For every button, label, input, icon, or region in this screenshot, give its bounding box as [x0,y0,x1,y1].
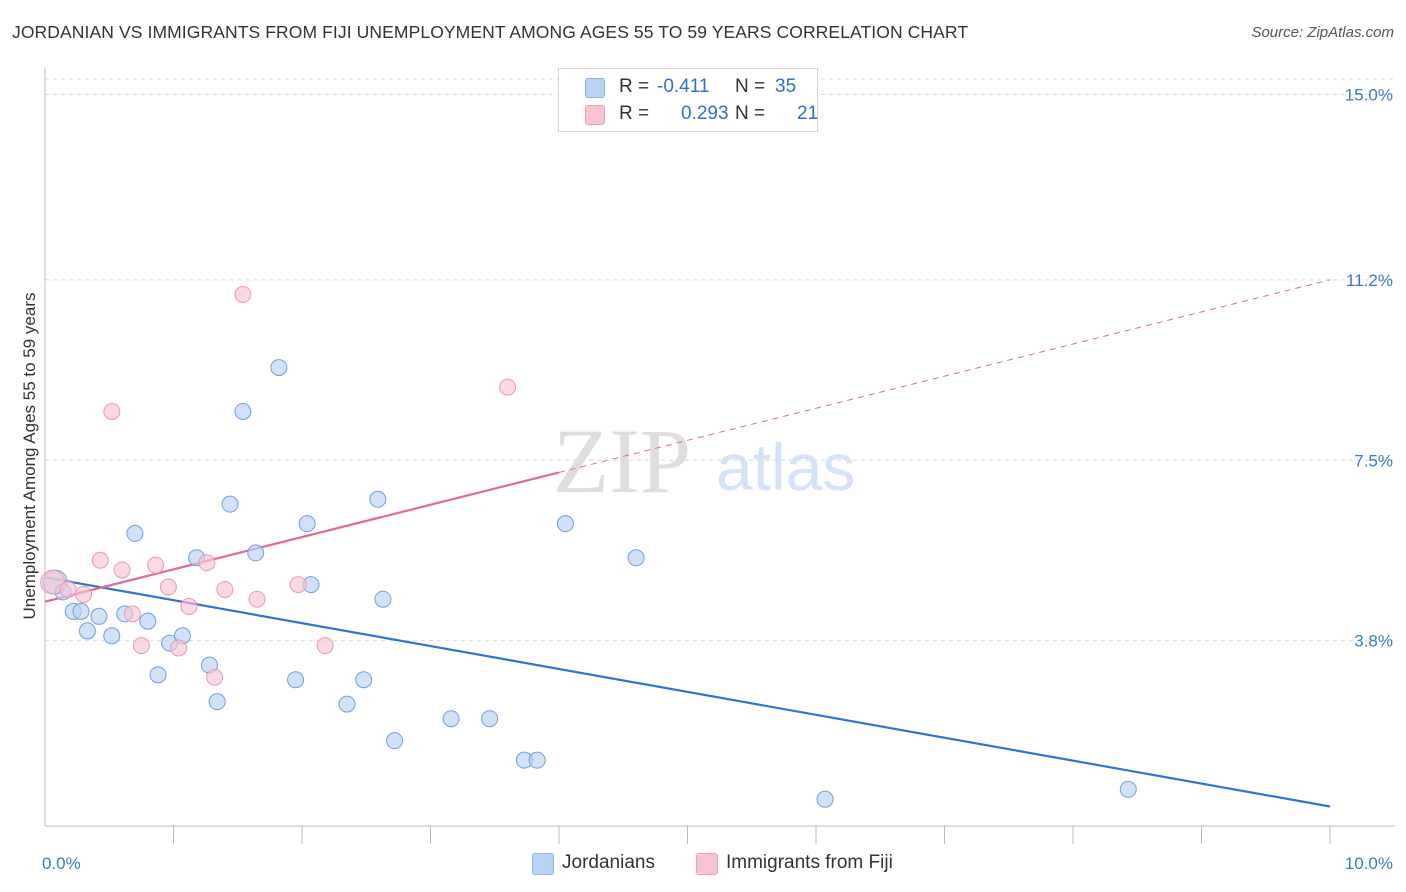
x-tick-label: 0.0% [42,854,81,873]
point-jordanians [234,402,252,420]
legend-series-label: Immigrants from Fiji [726,852,893,873]
legend-r-value: -0.411 [657,76,710,97]
watermark-zip: ZIP [553,410,691,512]
point-fiji [248,590,266,608]
y-tick-label: 11.2% [1346,271,1393,290]
point-fiji [198,554,216,572]
watermark-atlas: atlas [716,430,855,504]
legend-swatch-pink [585,105,605,125]
point-jordanians [149,666,167,684]
legend-n-label: N = [735,76,766,97]
point-jordanians [139,612,157,630]
point-jordanians [481,710,499,728]
point-fiji [234,285,252,303]
point-fiji [289,576,307,594]
trend-line-jordanians [44,576,1331,808]
chart-title: JORDANIAN VS IMMIGRANTS FROM FIJI UNEMPL… [12,22,969,42]
point-jordanians [287,671,305,689]
point-fiji [170,639,188,657]
tick-labels: 3.8% 7.5% 11.2% 15.0% 0.0% 10.0% [42,86,1393,873]
legend-n-value: 35 [775,76,797,97]
point-fiji [499,378,517,396]
legend-series-label: Jordanians [562,852,655,873]
point-fiji [59,580,77,598]
point-jordanians [270,359,288,377]
trend-line-fiji [44,471,560,603]
point-jordanians [338,695,356,713]
point-fiji [316,637,334,655]
legend-r-label: R = [619,103,650,124]
point-jordanians [90,607,108,625]
point-fiji [180,598,198,616]
point-fiji [123,605,141,623]
source-label: Source: ZipAtlas.com [1251,24,1394,41]
point-jordanians [298,515,316,533]
point-jordanians [126,524,144,542]
point-jordanians [386,732,404,750]
legend-r-value: 0.293 [681,103,729,124]
data-points [40,285,1137,808]
x-tick-label: 10.0% [1345,854,1393,873]
legend-r-label: R = [619,76,650,97]
legend-swatch-pink [696,853,718,875]
point-fiji [216,580,234,598]
point-fiji [206,668,224,686]
legend-swatch-blue [585,78,605,98]
point-fiji [147,556,165,574]
point-jordanians [208,693,226,711]
trend-line-fiji-extension [558,279,1331,473]
point-jordanians [221,495,239,513]
point-fiji [75,585,93,603]
point-jordanians [816,790,834,808]
legend-n-value: 21 [797,103,819,124]
point-fiji [159,578,177,596]
point-jordanians [369,490,387,508]
legend-n-label: N = [735,103,766,124]
point-fiji [132,637,150,655]
trend-lines [44,279,1331,808]
point-jordanians [78,622,96,640]
point-jordanians [247,544,265,562]
point-jordanians [528,751,546,769]
point-jordanians [556,515,574,533]
point-fiji [103,402,121,420]
y-tick-label: 3.8% [1354,632,1393,651]
legend-swatch-blue [532,853,554,875]
point-fiji [91,551,109,569]
axes [44,68,1395,844]
y-tick-label: 15.0% [1345,86,1393,105]
gridlines [45,78,1395,642]
point-jordanians [103,627,121,645]
point-jordanians [72,602,90,620]
point-jordanians [355,671,373,689]
point-fiji [113,561,131,579]
point-jordanians [627,549,645,567]
point-jordanians [442,710,460,728]
y-tick-label: 7.5% [1354,451,1393,470]
watermark: ZIP atlas [553,410,855,512]
correlation-legend: R = -0.411 N = 35 R = 0.293 N = 21 [558,68,818,132]
point-jordanians [1119,780,1137,798]
point-jordanians [374,590,392,608]
